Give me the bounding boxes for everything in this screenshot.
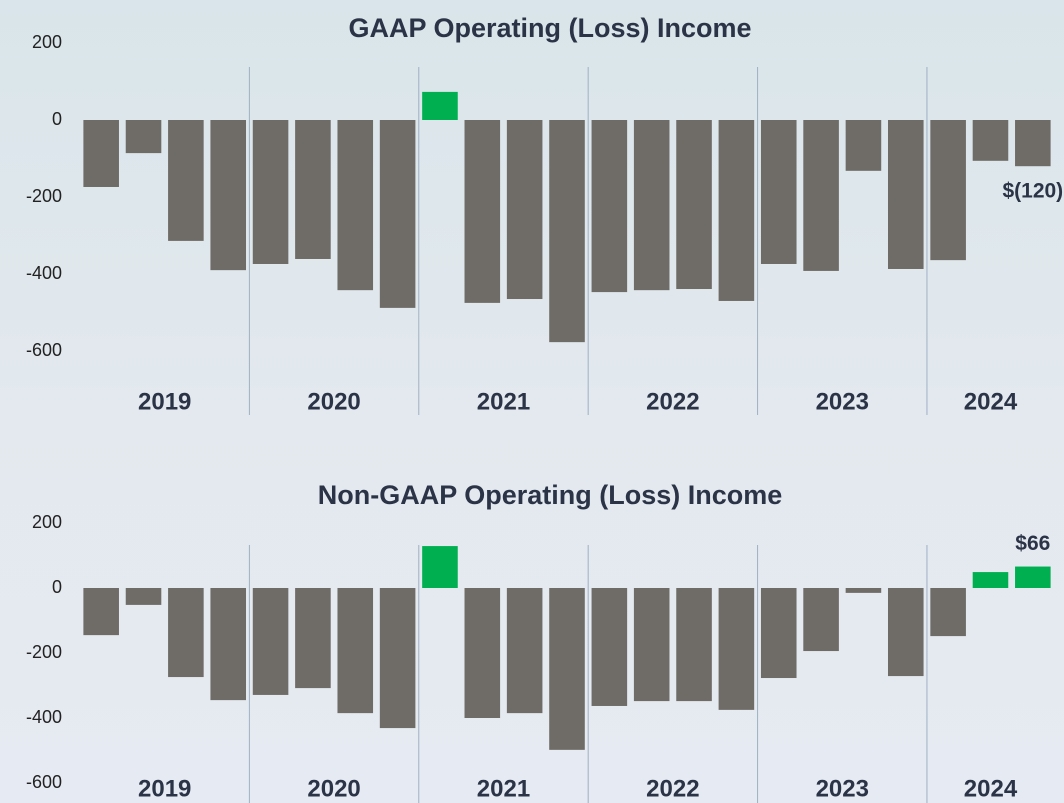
year-label: 2021 (477, 775, 530, 802)
bar (252, 120, 289, 264)
year-label: 2019 (138, 388, 191, 415)
year-label: 2021 (477, 388, 530, 415)
year-label: 2020 (307, 775, 360, 802)
bar (168, 588, 204, 678)
bar (676, 588, 712, 702)
y-tick-label: -200 (26, 186, 62, 206)
year-label: 2020 (307, 388, 360, 415)
bar (506, 588, 543, 714)
year-label: 2023 (816, 775, 869, 802)
bar (718, 120, 755, 301)
bar (633, 588, 670, 702)
y-tick-label: 0 (52, 109, 62, 129)
bar (930, 588, 966, 637)
year-label: 2022 (646, 775, 699, 802)
bar (464, 588, 501, 718)
y-tick-label: 0 (52, 577, 62, 597)
bar (972, 120, 1009, 161)
bar (549, 120, 585, 343)
bar (972, 572, 1009, 588)
bar (379, 120, 416, 308)
y-tick-label: -400 (26, 263, 62, 283)
y-tick-label: -600 (26, 772, 62, 792)
y-tick-label: -200 (26, 642, 62, 662)
bar (760, 120, 797, 264)
bar (83, 588, 119, 636)
bar (760, 588, 797, 679)
bar (718, 588, 755, 710)
bar (464, 120, 501, 303)
bar (422, 91, 458, 120)
y-tick-label: -600 (26, 340, 62, 360)
bar (549, 588, 585, 750)
year-label: 2024 (964, 388, 1018, 415)
bar (803, 588, 839, 652)
value-label: $66 (1015, 532, 1050, 555)
bar (83, 120, 119, 187)
bar (506, 120, 543, 300)
bar (930, 120, 966, 261)
value-label: $(120) (1002, 180, 1063, 203)
bar (887, 588, 924, 677)
year-label: 2019 (138, 775, 191, 802)
y-tick-label: 200 (32, 512, 62, 532)
bar (337, 588, 374, 714)
bar (676, 120, 712, 290)
year-label: 2022 (646, 388, 699, 415)
bar (337, 120, 374, 291)
bar (210, 120, 247, 271)
bar (295, 588, 331, 689)
bar (633, 120, 670, 291)
bar (295, 120, 331, 259)
year-label: 2023 (816, 388, 869, 415)
bar (379, 588, 416, 729)
year-label: 2024 (964, 775, 1018, 802)
bar (591, 588, 628, 706)
bar (803, 120, 839, 271)
y-tick-label: 200 (32, 32, 62, 52)
bar (845, 588, 882, 593)
chart-title: Non-GAAP Operating (Loss) Income (318, 480, 783, 510)
bar (591, 120, 628, 293)
y-tick-label: -400 (26, 707, 62, 727)
bar (210, 588, 247, 701)
bar (845, 120, 882, 171)
bar (1015, 566, 1051, 588)
bar (168, 120, 204, 241)
bar (125, 120, 162, 154)
bar (422, 546, 458, 588)
bar (887, 120, 924, 269)
chart-title: GAAP Operating (Loss) Income (348, 13, 751, 43)
bar (252, 588, 289, 695)
bar (125, 588, 162, 605)
bar (1015, 120, 1051, 167)
